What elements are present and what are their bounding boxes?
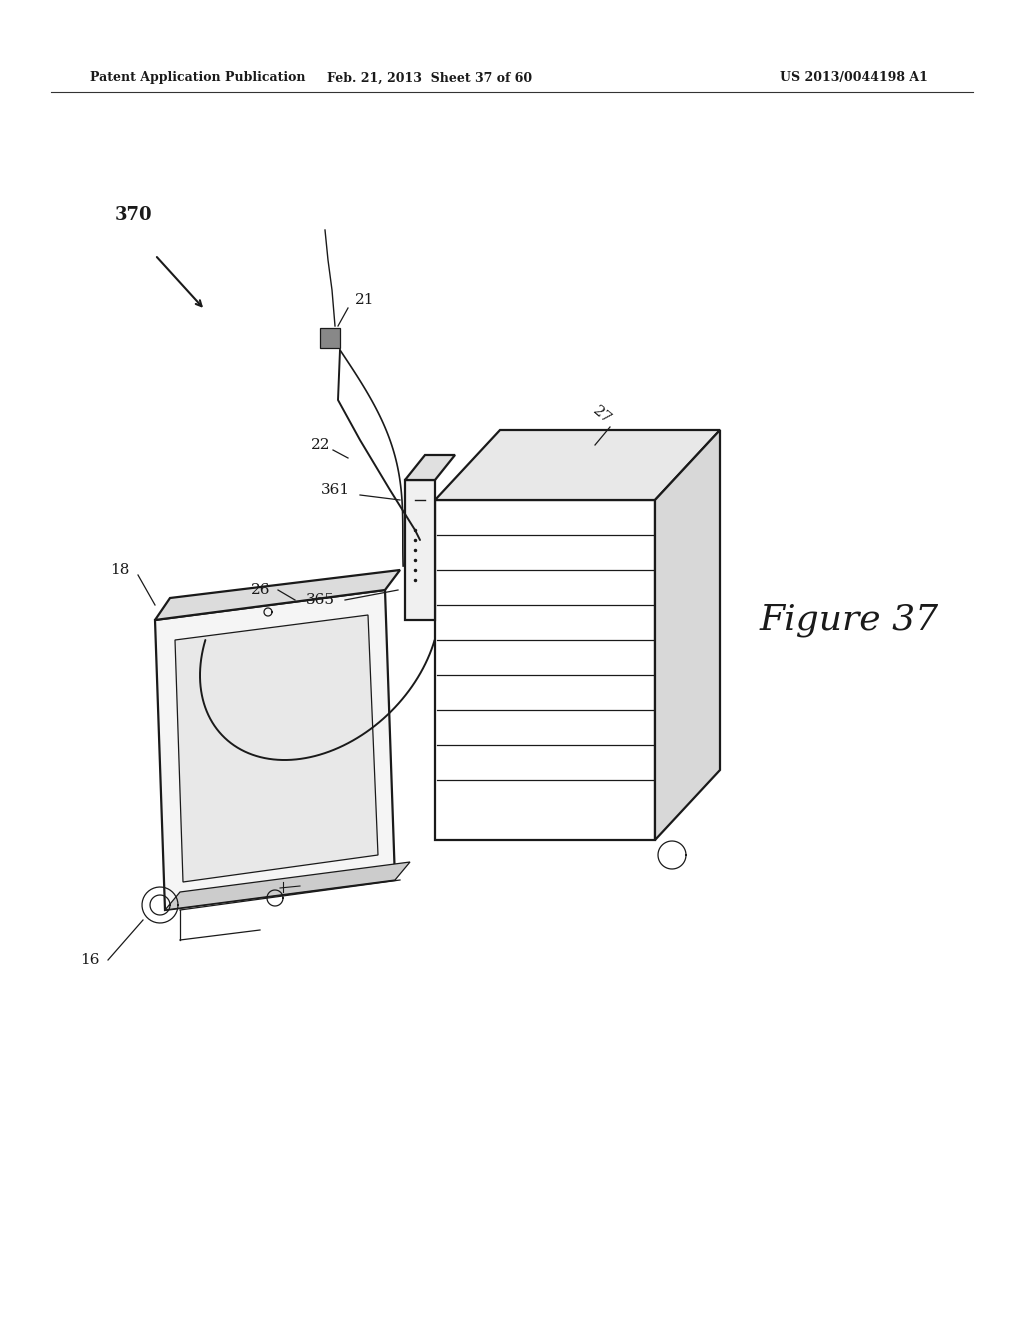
Text: 370: 370 xyxy=(115,206,153,224)
Text: 18: 18 xyxy=(111,564,130,577)
Text: 22: 22 xyxy=(310,438,330,451)
Text: Figure 37: Figure 37 xyxy=(760,603,939,638)
Text: Patent Application Publication: Patent Application Publication xyxy=(90,71,305,84)
Polygon shape xyxy=(175,615,378,882)
Text: Feb. 21, 2013  Sheet 37 of 60: Feb. 21, 2013 Sheet 37 of 60 xyxy=(328,71,532,84)
Polygon shape xyxy=(406,480,435,620)
Polygon shape xyxy=(406,455,455,480)
Polygon shape xyxy=(155,570,400,620)
Polygon shape xyxy=(319,327,340,348)
Polygon shape xyxy=(165,862,410,909)
Text: 26: 26 xyxy=(251,583,270,597)
Polygon shape xyxy=(655,430,720,840)
Polygon shape xyxy=(155,590,395,909)
Text: 27: 27 xyxy=(590,404,613,426)
Text: 16: 16 xyxy=(81,953,100,968)
Text: 365: 365 xyxy=(306,593,335,607)
Text: US 2013/0044198 A1: US 2013/0044198 A1 xyxy=(780,71,928,84)
Text: 361: 361 xyxy=(321,483,350,498)
Text: 21: 21 xyxy=(355,293,375,308)
Polygon shape xyxy=(435,430,720,500)
